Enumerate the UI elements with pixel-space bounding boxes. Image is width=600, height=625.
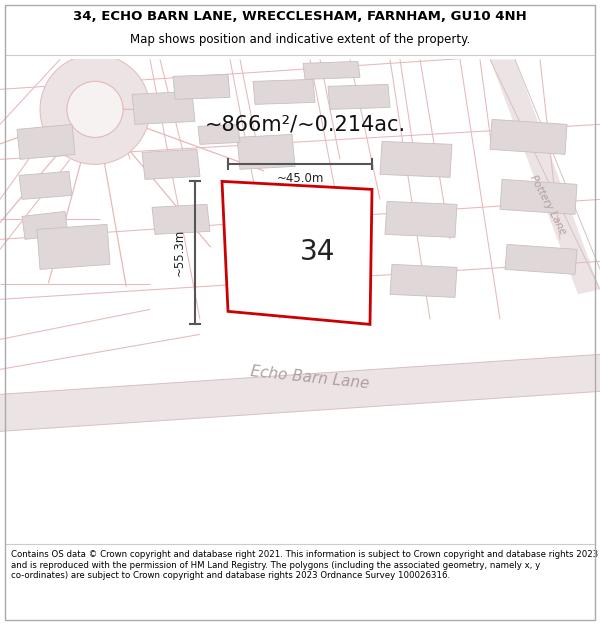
- Polygon shape: [142, 149, 200, 179]
- Polygon shape: [303, 61, 360, 79]
- Text: 34, ECHO BARN LANE, WRECCLESHAM, FARNHAM, GU10 4NH: 34, ECHO BARN LANE, WRECCLESHAM, FARNHAM…: [73, 10, 527, 23]
- Polygon shape: [390, 264, 457, 298]
- Text: Contains OS data © Crown copyright and database right 2021. This information is : Contains OS data © Crown copyright and d…: [11, 550, 598, 580]
- Text: Pottery Lane: Pottery Lane: [528, 173, 568, 236]
- Text: ~866m²/~0.214ac.: ~866m²/~0.214ac.: [205, 114, 406, 134]
- Polygon shape: [152, 204, 210, 234]
- Text: 34: 34: [301, 238, 335, 266]
- Polygon shape: [222, 181, 372, 324]
- Polygon shape: [490, 59, 600, 294]
- Polygon shape: [198, 124, 240, 144]
- Circle shape: [67, 81, 123, 138]
- Polygon shape: [385, 201, 457, 238]
- Polygon shape: [490, 119, 567, 154]
- Text: ~55.3m: ~55.3m: [173, 229, 185, 276]
- Polygon shape: [328, 84, 390, 109]
- Text: Map shows position and indicative extent of the property.: Map shows position and indicative extent…: [130, 33, 470, 46]
- Polygon shape: [0, 354, 600, 431]
- Polygon shape: [132, 91, 195, 124]
- Polygon shape: [247, 189, 305, 224]
- Polygon shape: [22, 211, 68, 239]
- Polygon shape: [19, 171, 72, 199]
- Text: Echo Barn Lane: Echo Barn Lane: [250, 364, 370, 391]
- Polygon shape: [237, 134, 295, 169]
- Polygon shape: [37, 224, 110, 269]
- Polygon shape: [505, 244, 577, 274]
- Polygon shape: [173, 74, 230, 99]
- Polygon shape: [17, 124, 75, 159]
- Polygon shape: [40, 54, 150, 164]
- Polygon shape: [253, 79, 315, 104]
- Text: ~45.0m: ~45.0m: [277, 172, 323, 185]
- Polygon shape: [500, 179, 577, 214]
- Polygon shape: [380, 141, 452, 177]
